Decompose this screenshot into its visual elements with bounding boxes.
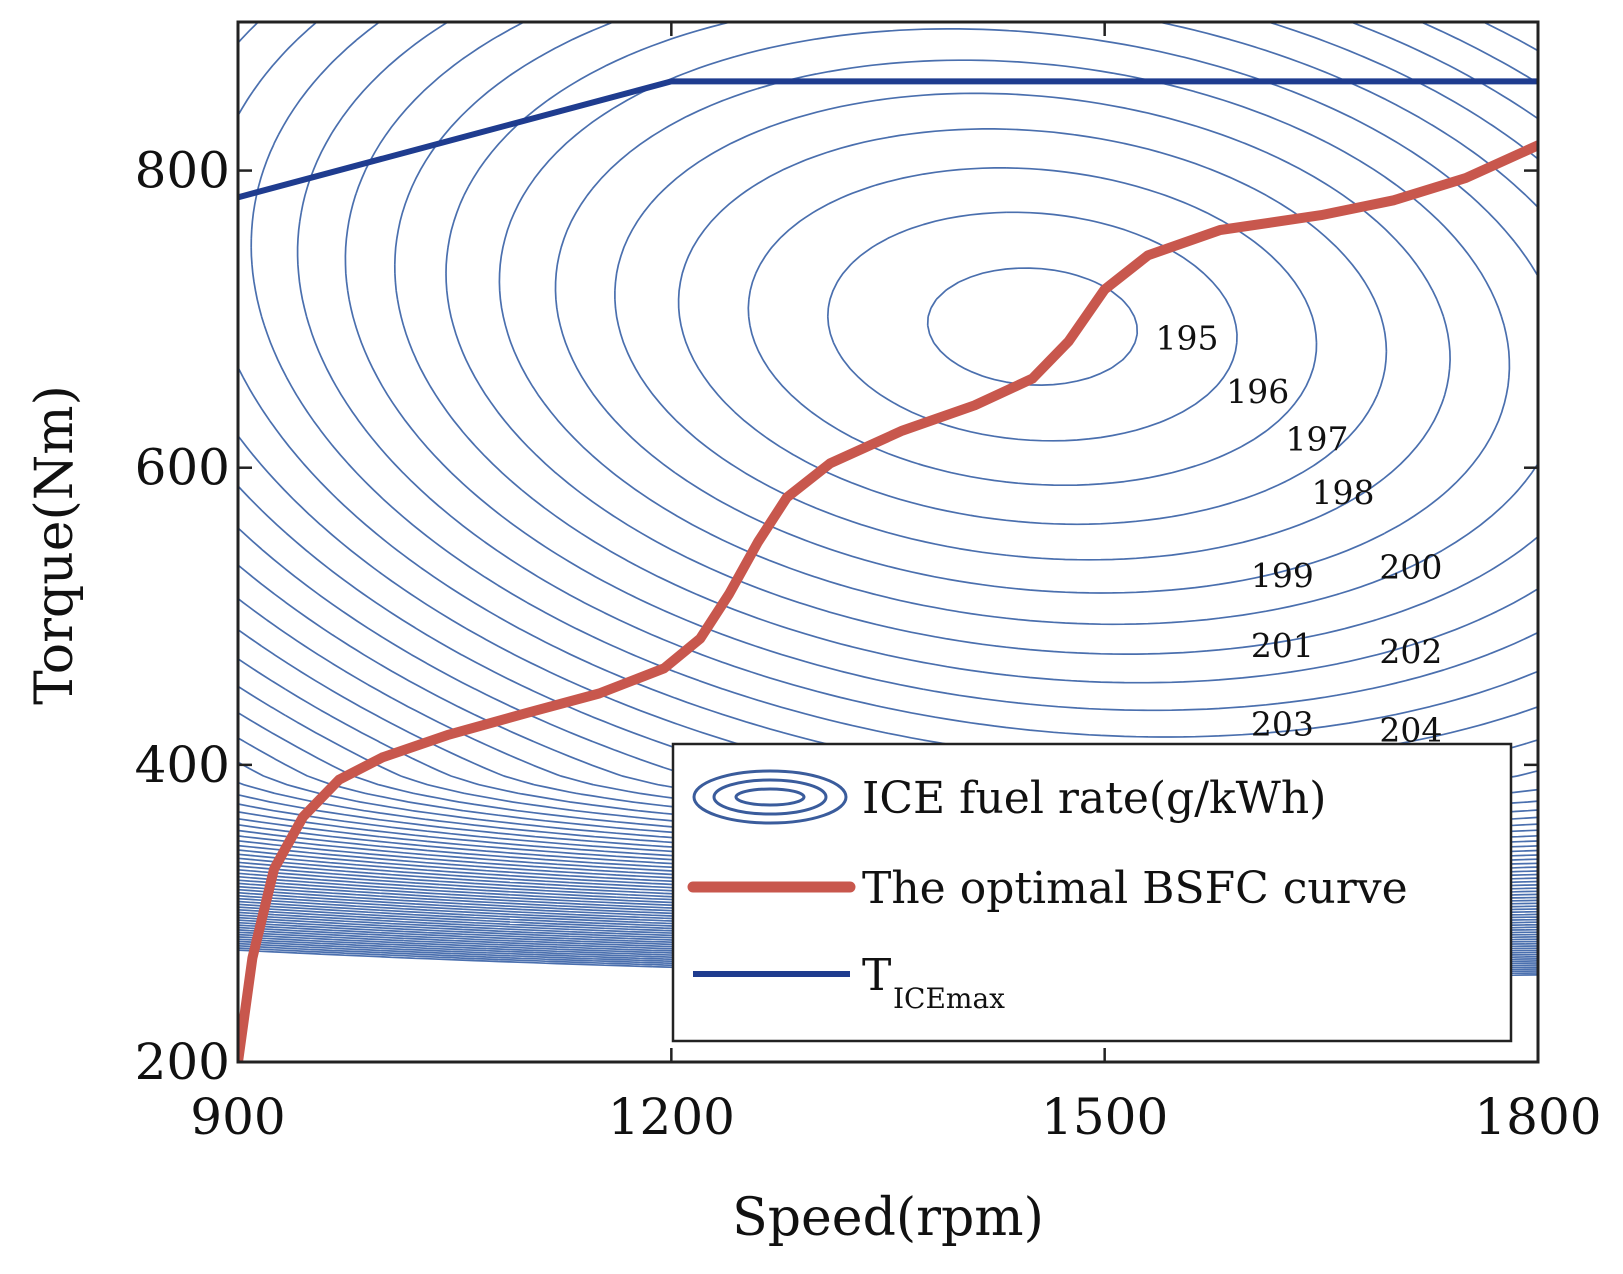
legend-contour-swatch bbox=[692, 769, 848, 825]
legend-label-contour: ICE fuel rate(g/kWh) bbox=[862, 773, 1326, 824]
y-tick-label-800: 800 bbox=[135, 142, 230, 200]
contour-line-10 bbox=[296, 22, 1538, 738]
contour-label-197: 197 bbox=[1286, 419, 1349, 458]
contour-line-9 bbox=[344, 22, 1538, 712]
plot-frame bbox=[236, 20, 1540, 1064]
y-axis-label: Torque(Nm) bbox=[25, 385, 85, 705]
x-tick-label-1500: 1500 bbox=[1041, 1088, 1168, 1146]
contour-label-203: 203 bbox=[1251, 705, 1314, 744]
x-tick-label-900: 900 bbox=[190, 1088, 285, 1146]
y-tick-label-400: 400 bbox=[135, 736, 230, 794]
contour-label-202: 202 bbox=[1379, 632, 1442, 671]
contour-line-0 bbox=[926, 267, 1139, 386]
x-tick-label-1200: 1200 bbox=[608, 1088, 735, 1146]
contour-label-198: 198 bbox=[1312, 473, 1375, 512]
contour-label-196: 196 bbox=[1226, 372, 1289, 411]
y-tick-label-200: 200 bbox=[135, 1033, 230, 1091]
axis-ticks: 900 1200 1500 1800 200 400 600 800 bbox=[135, 22, 1602, 1146]
contour-label-199: 199 bbox=[1251, 556, 1314, 595]
tmax-line bbox=[238, 78, 1538, 201]
x-tick-label-1800: 1800 bbox=[1474, 1088, 1601, 1146]
contour-line-7 bbox=[445, 22, 1538, 655]
legend-label-bsfc: The optimal BSFC curve bbox=[862, 863, 1408, 914]
contour-line-5 bbox=[554, 59, 1511, 594]
legend: ICE fuel rate(g/kWh) The optimal BSFC cu… bbox=[671, 742, 1513, 1043]
legend-label-tmax-subscript: ICEmax bbox=[893, 982, 1005, 1015]
contour-line-4 bbox=[614, 92, 1451, 561]
contour-line-8 bbox=[393, 22, 1538, 684]
bsfc-curve bbox=[238, 140, 1538, 1062]
x-axis-label: Speed(rpm) bbox=[732, 1188, 1044, 1248]
contour-label-201: 201 bbox=[1251, 626, 1314, 665]
data-series bbox=[238, 78, 1538, 1062]
contour-label-200: 200 bbox=[1379, 547, 1442, 586]
y-tick-label-600: 600 bbox=[135, 439, 230, 497]
legend-label-tmax: T bbox=[862, 950, 891, 1001]
contour-label-195: 195 bbox=[1156, 318, 1219, 357]
contour-line-2 bbox=[747, 167, 1318, 487]
